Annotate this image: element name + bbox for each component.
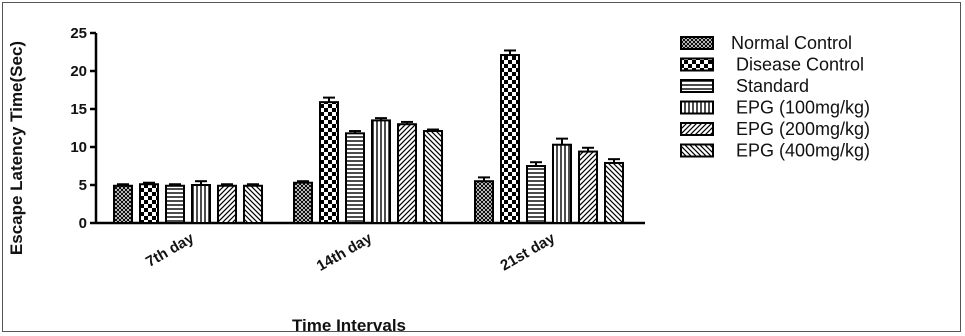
bar (578, 150, 598, 224)
legend-label: EPG (200mg/kg) (731, 119, 870, 139)
bar (243, 184, 263, 224)
legend-swatch (680, 57, 714, 72)
legend: Normal Control Disease Control Standard … (680, 33, 870, 161)
bars-layer (113, 49, 624, 225)
bar (345, 132, 365, 225)
y-tick-label: 10 (70, 139, 87, 156)
y-tick-label: 15 (70, 101, 87, 118)
bar (319, 101, 339, 224)
legend-swatch (680, 100, 714, 115)
bar (397, 123, 417, 224)
bar (371, 119, 391, 224)
bar (293, 181, 313, 224)
bar (500, 54, 520, 225)
x-tick-label: 14th day (314, 229, 376, 274)
y-tick-label: 25 (70, 25, 87, 42)
labels-layer: 0 5 10 15 20 25 7th day 14th day 21st day (70, 25, 558, 275)
y-tick-label: 0 (79, 215, 87, 232)
legend-label: EPG (100mg/kg) (731, 98, 870, 118)
y-tick-label: 5 (79, 177, 87, 194)
legend-label: Standard (731, 76, 809, 96)
legend-label: EPG (400mg/kg) (731, 141, 870, 161)
bar (113, 184, 133, 224)
legend-label: Disease Control (731, 55, 864, 75)
x-tick-label: 21st day (497, 229, 558, 274)
chart-frame (2, 2, 961, 332)
bar (191, 184, 211, 224)
legend-swatch (680, 122, 714, 136)
bar (552, 143, 572, 224)
legend-swatch (680, 79, 714, 93)
y-axis-title: Escape Latency Time(Sec) (7, 41, 26, 255)
bar (165, 184, 185, 224)
x-axis-title: Time Intervals (292, 316, 406, 335)
bar (526, 165, 546, 224)
legend-label: Normal Control (731, 33, 852, 53)
legend-swatch (680, 36, 714, 50)
x-tick-label: 7th day (143, 229, 198, 270)
legend-swatch (680, 143, 714, 158)
bar (604, 161, 624, 225)
bar (423, 130, 443, 224)
y-tick-label: 20 (70, 63, 87, 80)
bar (217, 184, 237, 224)
bar (474, 180, 494, 224)
bar (139, 183, 159, 225)
